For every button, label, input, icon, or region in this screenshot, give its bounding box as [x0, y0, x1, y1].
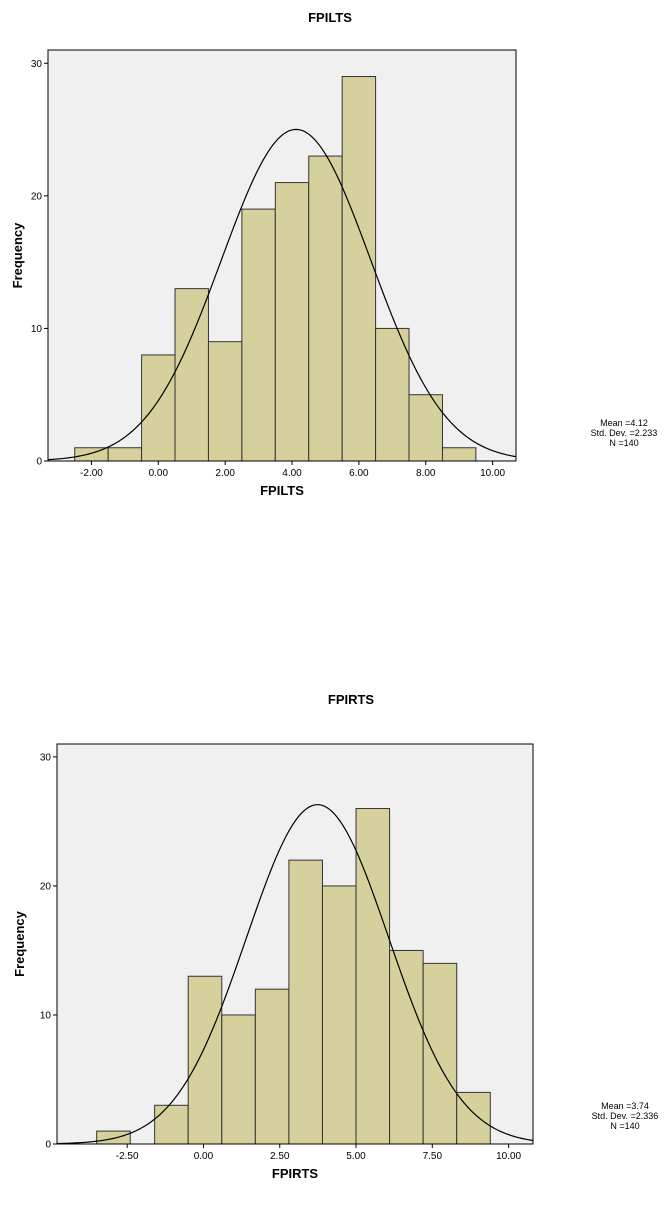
- fpirts-x-tick-label: -2.50: [116, 1151, 139, 1162]
- fpirts-bar: [254, 988, 290, 1145]
- fpilts-bar: [441, 447, 477, 462]
- fpirts-x-tick-label: 5.00: [346, 1151, 366, 1162]
- fpirts-plot-frame: [56, 743, 534, 1145]
- fpirts-y-axis-label: Frequency: [12, 910, 27, 977]
- fpilts-bar: [274, 182, 310, 462]
- fpilts-x-tick-label: 8.00: [416, 468, 436, 479]
- fpilts-stat-std: Std. Dev. =2.233: [591, 428, 658, 438]
- fpirts-y-tick-label: 20: [40, 881, 52, 892]
- fpirts-y-tick-label: 0: [45, 1140, 51, 1151]
- fpilts-bar: [408, 394, 443, 462]
- fpilts-chart-title: FPILTS: [308, 10, 352, 25]
- fpilts-x-tick-label: -2.00: [80, 468, 103, 479]
- fpirts-bar: [96, 1130, 131, 1145]
- fpilts-bar: [341, 76, 377, 462]
- fpilts-bar: [308, 155, 343, 462]
- fpirts-y-tick-label: 10: [40, 1010, 52, 1021]
- fpirts-x-tick-label: 7.50: [423, 1151, 443, 1162]
- fpirts-x-tick-label: 0.00: [194, 1151, 214, 1162]
- fpirts-normal-curve: [56, 804, 534, 1145]
- fpirts-bar: [355, 808, 391, 1145]
- fpirts-x-tick-label: 10.00: [496, 1151, 521, 1162]
- fpilts-x-tick-label: 6.00: [349, 468, 369, 479]
- fpirts-bar: [422, 962, 458, 1145]
- fpirts-bar: [389, 949, 424, 1145]
- fpilts-plot-frame: [47, 49, 517, 462]
- fpilts-normal-curve: [47, 128, 517, 461]
- fpirts-stat-mean: Mean =3.74: [601, 1101, 649, 1111]
- fpirts-stat-n: N =140: [610, 1121, 639, 1131]
- fpilts-x-tick-label: 0.00: [149, 468, 169, 479]
- fpirts-bar: [321, 885, 357, 1145]
- fpirts-x-tick-label: 2.50: [270, 1151, 290, 1162]
- fpilts-bar: [141, 354, 176, 462]
- histogram-fpilts-svg: FPILTS -2.00 0.00 2.00 4.00 6.00 8.00 10.00 0 10 2…: [10, 10, 658, 498]
- fpilts-bar: [107, 447, 143, 462]
- fpirts-bar: [187, 975, 223, 1145]
- fpilts-y-axis-label: Frequency: [10, 222, 25, 289]
- fpilts-y-tick-label: 30: [31, 59, 43, 70]
- histogram-fpilts: FPILTS -2.00 0.00 2.00 4.00 6.00 8.00 10.00 0 10 2…: [0, 0, 671, 560]
- fpirts-bar: [221, 1014, 256, 1145]
- fpilts-x-tick-label: 10.00: [480, 468, 505, 479]
- fpirts-x-axis-label: FPIRTS: [272, 1166, 319, 1181]
- fpilts-bar: [207, 341, 243, 462]
- fpirts-chart-title: FPIRTS: [328, 692, 375, 707]
- fpilts-stat-n: N =140: [609, 438, 638, 448]
- fpilts-y-tick-label: 10: [31, 324, 43, 335]
- fpilts-y-tick-label: 0: [36, 457, 42, 468]
- fpilts-bar: [174, 288, 209, 462]
- fpilts-bar: [241, 208, 276, 462]
- fpilts-x-axis-label: FPILTS: [260, 483, 304, 498]
- fpilts-x-tick-label: 2.00: [215, 468, 235, 479]
- histogram-fpirts: FPIRTS -2.50 0.00 2.50 5.00 7.50 10.00 0 10 20 30 F…: [0, 660, 671, 1205]
- fpirts-bar: [154, 1104, 189, 1145]
- fpirts-stat-std: Std. Dev. =2.336: [592, 1111, 659, 1121]
- fpilts-x-tick-label: 4.00: [282, 468, 302, 479]
- fpilts-y-tick-label: 20: [31, 191, 43, 202]
- fpirts-y-tick-label: 30: [40, 752, 52, 763]
- fpilts-bar: [375, 327, 410, 462]
- fpilts-stat-mean: Mean =4.12: [600, 418, 648, 428]
- histogram-fpirts-svg: FPIRTS -2.50 0.00 2.50 5.00 7.50 10.00 0 10 20 30 F…: [12, 692, 659, 1181]
- fpirts-bar: [288, 859, 323, 1145]
